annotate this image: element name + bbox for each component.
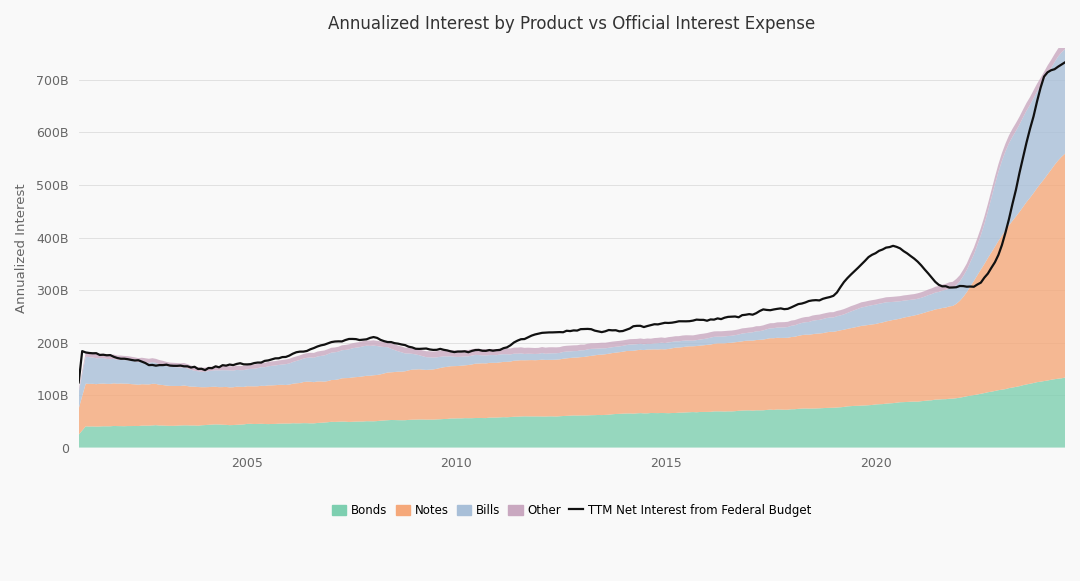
Title: Annualized Interest by Product vs Official Interest Expense: Annualized Interest by Product vs Offici…	[328, 15, 815, 33]
Legend: Bonds, Notes, Bills, Other, TTM Net Interest from Federal Budget: Bonds, Notes, Bills, Other, TTM Net Inte…	[327, 499, 816, 522]
Y-axis label: Annualized Interest: Annualized Interest	[15, 183, 28, 313]
